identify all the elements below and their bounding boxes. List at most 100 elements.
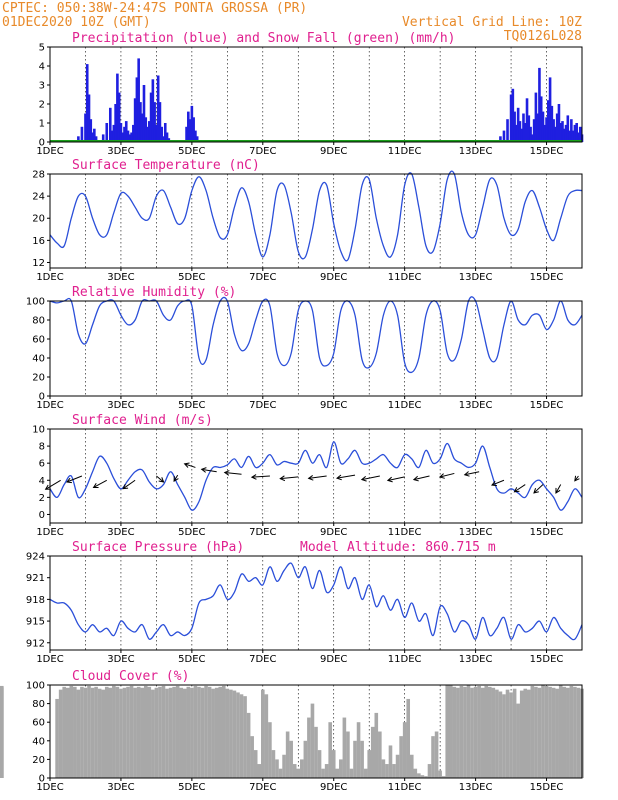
- precip-bar: [160, 126, 164, 142]
- cloud-bar: [0, 685, 4, 778]
- station-info: CPTEC: 050:38W-24:47S PONTA GROSSA (PR): [2, 1, 307, 16]
- x-tick-label: 1DEC: [36, 272, 63, 283]
- series-line: [49, 170, 583, 262]
- y-tick-label: 4: [39, 476, 45, 487]
- wind-arrow: [555, 484, 562, 494]
- y-tick-label: 1: [39, 119, 45, 130]
- y-tick-label: 0: [39, 774, 45, 785]
- run-date: 01DEC2020 10Z (GMT): [2, 15, 151, 30]
- precip-bar: [552, 119, 555, 142]
- precip-bar: [165, 132, 169, 142]
- cloud-bar: [193, 685, 198, 778]
- cloud-bar: [261, 689, 265, 778]
- y-tick-label: 918: [26, 595, 45, 606]
- precip-bar: [156, 75, 160, 142]
- wind-arrow-head: [158, 477, 165, 483]
- cloud-bar: [523, 688, 528, 778]
- wind-arrow-head: [533, 488, 539, 494]
- plot-frame: [49, 46, 583, 143]
- cloud-bar: [278, 768, 283, 778]
- cloud-bar: [133, 687, 137, 778]
- x-tick-label: 9DEC: [320, 527, 347, 538]
- cloud-panel: 0 20 40 60 80 100 1DEC 3DEC 5DEC 7DEC 9DEC 11DEC 13D…: [0, 669, 584, 793]
- cloud-bar: [374, 712, 379, 778]
- y-tick-label: 12: [32, 258, 45, 269]
- x-tick-label: 15DEC: [530, 527, 564, 538]
- wind-arrow: [387, 476, 405, 481]
- cloud-bar: [438, 770, 442, 778]
- cloud-bar: [108, 687, 113, 778]
- x-tick-label: 11DEC: [388, 527, 422, 538]
- x-tick-label: 11DEC: [388, 272, 422, 283]
- x-tick-label: 9DEC: [320, 400, 347, 411]
- cloud-bar: [448, 685, 453, 778]
- panel-title: Relative Humidity (%): [72, 285, 236, 300]
- cloud-bar: [307, 717, 311, 778]
- precip-bar: [195, 136, 199, 142]
- precip-bar: [562, 128, 566, 142]
- cloud-bar: [225, 688, 230, 778]
- cloud-bar: [566, 687, 570, 778]
- cloud-bar: [431, 736, 435, 778]
- cloud-bar: [94, 686, 98, 778]
- cloud-bar: [190, 687, 194, 778]
- precip-bar: [513, 111, 516, 142]
- x-tick-label: 15DEC: [530, 400, 564, 411]
- cloud-bar: [300, 759, 304, 778]
- x-tick-label: 7DEC: [249, 146, 276, 157]
- y-tick-label: 60: [32, 718, 45, 729]
- cloud-bar: [158, 686, 162, 778]
- cloud-bar: [314, 726, 318, 778]
- x-tick-label: 9DEC: [320, 782, 347, 793]
- cloud-bar: [186, 686, 191, 778]
- x-tick-label: 9DEC: [320, 272, 347, 283]
- precip-bar: [532, 119, 536, 142]
- precip-bar: [110, 130, 114, 142]
- wind-arrow: [533, 484, 544, 494]
- precip-bar: [135, 77, 139, 142]
- precip-bar: [527, 115, 531, 142]
- wind-arrow: [491, 479, 505, 486]
- cloud-bar: [200, 687, 205, 778]
- precip-bar: [548, 77, 552, 142]
- precip-bar: [566, 115, 570, 142]
- temperature-panel: 12 16 20 24 28 1DEC 3DEC 5DEC 7DEC 9DEC 11DEC 13DEC…: [32, 158, 583, 283]
- x-tick-label: 1DEC: [36, 782, 63, 793]
- wind-arrow: [251, 475, 270, 478]
- precip-bar: [146, 126, 149, 142]
- cloud-bar: [143, 685, 148, 778]
- x-tick-label: 5DEC: [178, 654, 205, 665]
- precip-bar: [77, 136, 80, 142]
- precip-bar: [194, 130, 197, 142]
- wind-arrow: [122, 479, 136, 490]
- precip-bar: [105, 123, 109, 142]
- precip-bar: [547, 100, 550, 142]
- cloud-bar: [576, 687, 581, 778]
- x-tick-label: 13DEC: [459, 782, 493, 793]
- pressure-panel: 912 915 918 921 924 1DEC 3DEC 5DEC 7DEC 9DEC 11DEC…: [26, 540, 583, 665]
- cloud-bar: [558, 685, 563, 778]
- precip-bar: [525, 98, 529, 142]
- x-tick-label: 1DEC: [36, 527, 63, 538]
- cloud-bar: [573, 686, 577, 778]
- precip-bar: [85, 64, 89, 142]
- precip-bar: [509, 94, 513, 142]
- x-tick-label: 15DEC: [530, 272, 564, 283]
- cloud-bar: [484, 685, 489, 778]
- precip-bar: [158, 102, 162, 142]
- precip-bar: [124, 121, 128, 142]
- x-tick-label: 15DEC: [530, 654, 564, 665]
- cloud-bar: [154, 687, 159, 778]
- precip-bar: [561, 121, 564, 142]
- cloud-bar: [129, 685, 134, 778]
- model-altitude: Model Altitude: 860.715 m: [300, 540, 496, 555]
- cloud-bar: [424, 776, 428, 778]
- y-tick-label: 100: [26, 297, 45, 308]
- wind-arrow-head: [44, 484, 51, 490]
- wind-arrow-head: [574, 475, 580, 482]
- cloud-bar: [537, 687, 542, 778]
- cloud-bar: [346, 731, 350, 778]
- x-tick-label: 3DEC: [107, 654, 134, 665]
- cloud-bar: [310, 703, 315, 778]
- wind-arrow-head: [223, 470, 230, 476]
